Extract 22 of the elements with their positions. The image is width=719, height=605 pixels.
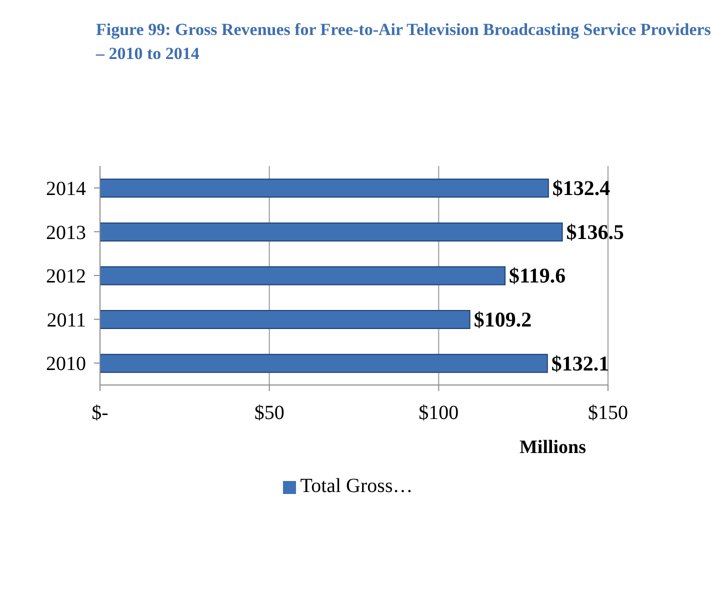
y-tick-label: 2014 <box>46 178 86 200</box>
data-label: $132.4 <box>552 176 611 200</box>
legend-label: Total Gross… <box>300 475 413 497</box>
x-tick-label: $100 <box>418 402 459 424</box>
chart-title: Figure 99: Gross Revenues for Free-to-Air Television Broadcasting Service Providers – 2010 to 2014 <box>96 19 712 65</box>
y-tick-label: 2011 <box>46 309 86 332</box>
bar <box>100 354 548 373</box>
data-label: $132.1 <box>551 351 610 376</box>
bar <box>100 178 549 198</box>
data-label: $119.6 <box>509 264 566 288</box>
data-label: $136.5 <box>566 220 624 244</box>
x-tick-label: $- <box>92 402 108 424</box>
x-tick-label: $150 <box>588 402 628 424</box>
x-axis-title: Millions <box>519 437 586 458</box>
y-tick-label: 2012 <box>46 266 86 288</box>
bar <box>100 266 506 286</box>
y-tick-label: 2010 <box>46 353 86 376</box>
y-tick-label: 2013 <box>46 222 86 244</box>
bar <box>100 222 563 242</box>
data-label: $109.2 <box>474 308 532 332</box>
bar <box>100 310 470 330</box>
x-tick-label: $50 <box>254 402 284 424</box>
